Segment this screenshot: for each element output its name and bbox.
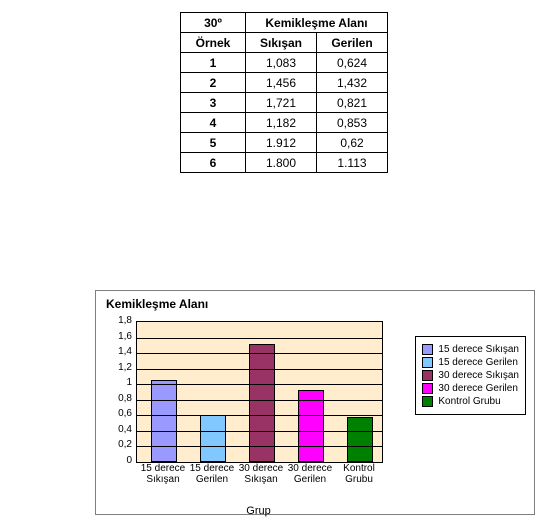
table-cell: 0,821 — [317, 93, 388, 113]
data-table-container: 30º Kemikleşme Alanı Örnek Sıkışan Geril… — [180, 12, 388, 173]
legend-label: 30 derece Gerilen — [438, 383, 518, 394]
chart-bar — [347, 417, 373, 462]
table-cell: 2 — [181, 73, 246, 93]
gridline — [137, 400, 382, 401]
y-tick-label: 0,4 — [102, 425, 132, 435]
legend-swatch — [422, 383, 433, 394]
table-cell: 0,853 — [317, 113, 388, 133]
chart-container: Kemikleşme Alanı 0 0,2 0,4 0,6 0,8 1 1,2 1,4 1,6… — [95, 290, 535, 515]
table-cell: 6 — [181, 153, 246, 173]
table-cell: 1,182 — [246, 113, 317, 133]
chart-bar — [298, 390, 324, 462]
bars-group — [137, 322, 382, 462]
table-row: 11,0830,624 — [181, 53, 388, 73]
legend-item: 30 derece Gerilen — [422, 383, 519, 394]
y-tick-label: 0,8 — [102, 394, 132, 404]
x-tick-label: 30 derece Gerilen — [286, 463, 334, 485]
col-header-sikisan: Sıkışan — [246, 33, 317, 53]
table-cell: 1,083 — [246, 53, 317, 73]
gridline — [137, 415, 382, 416]
gridline — [137, 431, 382, 432]
y-tick-label: 1,2 — [102, 363, 132, 373]
table-cell: 1.912 — [246, 133, 317, 153]
chart-bar — [249, 344, 275, 462]
gridline — [137, 338, 382, 339]
table-row: 61.8001.113 — [181, 153, 388, 173]
table-header-main: Kemikleşme Alanı — [246, 13, 388, 33]
legend-item: 30 derece Sıkışan — [422, 370, 519, 381]
legend-label: 15 derece Sıkışan — [438, 344, 519, 355]
chart-bar — [151, 380, 177, 462]
y-axis-ticks: 00,20,40,60,811,21,41,61,8 — [102, 321, 132, 461]
chart-bar — [200, 415, 226, 462]
data-table: 30º Kemikleşme Alanı Örnek Sıkışan Geril… — [180, 12, 388, 173]
table-row: 51.9120,62 — [181, 133, 388, 153]
table-cell: 1,721 — [246, 93, 317, 113]
y-tick-label: 1,4 — [102, 347, 132, 357]
legend-swatch — [422, 370, 433, 381]
table-cell: 1.800 — [246, 153, 317, 173]
x-tick-label: 30 derece Sıkışan — [237, 463, 285, 485]
legend-item: 15 derece Sıkışan — [422, 344, 519, 355]
y-tick-label: 0,2 — [102, 440, 132, 450]
table-cell: 1 — [181, 53, 246, 73]
gridline — [137, 384, 382, 385]
legend-swatch — [422, 357, 433, 368]
chart-title: Kemikleşme Alanı — [106, 297, 208, 311]
table-cell: 1,456 — [246, 73, 317, 93]
col-header-ornek: Örnek — [181, 33, 246, 53]
y-tick-label: 1,8 — [102, 316, 132, 326]
table-cell: 0,624 — [317, 53, 388, 73]
y-tick-label: 0,6 — [102, 409, 132, 419]
y-tick-label: 1 — [102, 378, 132, 388]
table-cell: 4 — [181, 113, 246, 133]
table-cell: 0,62 — [317, 133, 388, 153]
table-row: 31,7210,821 — [181, 93, 388, 113]
legend-item: Kontrol Grubu — [422, 396, 519, 407]
table-header-angle: 30º — [181, 13, 246, 33]
x-tick-label: 15 derece Sıkışan — [139, 463, 187, 485]
legend-label: 15 derece Gerilen — [438, 357, 518, 368]
y-tick-label: 1,6 — [102, 332, 132, 342]
x-axis-labels: 15 derece Sıkışan15 derece Gerilen30 der… — [136, 463, 381, 505]
legend-swatch — [422, 344, 433, 355]
table-cell: 5 — [181, 133, 246, 153]
legend-label: Kontrol Grubu — [438, 396, 500, 407]
y-tick-label: 0 — [102, 456, 132, 466]
legend-label: 30 derece Sıkışan — [438, 370, 519, 381]
table-row: 21,4561,432 — [181, 73, 388, 93]
chart-plot-area — [136, 321, 383, 463]
gridline — [137, 446, 382, 447]
table-cell: 3 — [181, 93, 246, 113]
table-row: 41,1820,853 — [181, 113, 388, 133]
x-axis-title: Grup — [136, 505, 381, 517]
col-header-gerilen: Gerilen — [317, 33, 388, 53]
table-cell: 1,432 — [317, 73, 388, 93]
gridline — [137, 369, 382, 370]
gridline — [137, 353, 382, 354]
chart-legend: 15 derece Sıkışan 15 derece Gerilen 30 der… — [415, 336, 526, 415]
legend-item: 15 derece Gerilen — [422, 357, 519, 368]
x-tick-label: 15 derece Gerilen — [188, 463, 236, 485]
legend-swatch — [422, 396, 433, 407]
table-cell: 1.113 — [317, 153, 388, 173]
x-tick-label: Kontrol Grubu — [335, 463, 383, 485]
